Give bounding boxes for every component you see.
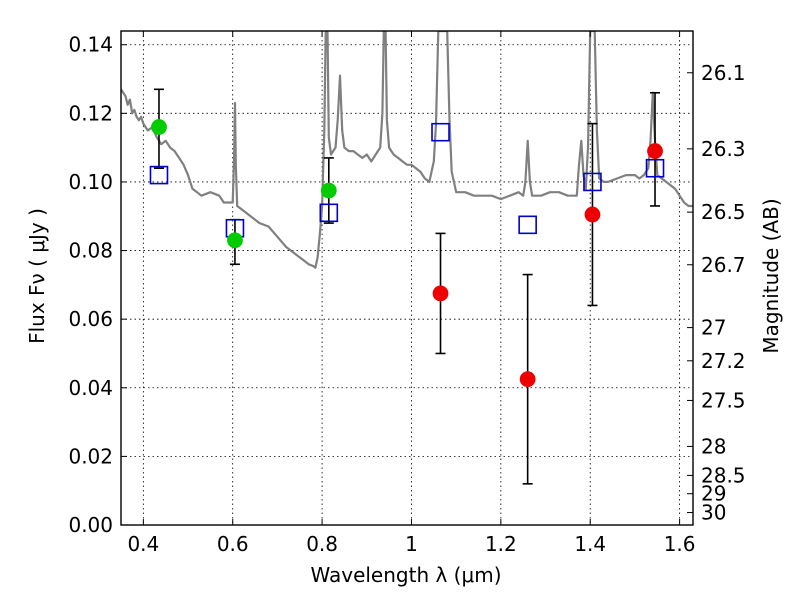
y-tick-label: 0.02: [68, 444, 113, 468]
axes-frame: [120, 30, 694, 526]
y-tick-label: 0.08: [68, 239, 113, 263]
x-tick-label: 1.4: [574, 532, 606, 556]
detection-point: [151, 119, 167, 135]
mag-tick-label: 26.1: [701, 61, 746, 85]
mag-tick-label: 27: [701, 316, 726, 340]
model-photometry-square: [583, 172, 602, 192]
error-bars: [153, 88, 661, 485]
mag-tick-label: 27.2: [701, 349, 746, 373]
mag-tick-label: 26.3: [701, 137, 746, 161]
mag-tick-label: 29: [701, 482, 726, 506]
detection-point: [320, 182, 337, 199]
model-photometry-square: [645, 158, 665, 178]
grid: [121, 31, 693, 526]
x-axis-label: Wavelength λ (μm): [310, 563, 501, 587]
mag-tick-label: 27.5: [701, 388, 746, 412]
model-spectrum-line: [121, 31, 693, 269]
x-tick-label: 0.6: [217, 532, 249, 556]
x-tick-label: 1.2: [485, 532, 517, 556]
model-photometry-square: [149, 165, 169, 185]
model-photometry-square: [518, 215, 537, 235]
low-significance-point: [432, 285, 449, 302]
low-significance-point: [584, 206, 601, 223]
y2-axis-label: Magnitude (AB): [759, 198, 783, 353]
mag-tick-label: 28.5: [701, 463, 746, 487]
detection-point: [227, 232, 243, 249]
mag-tick-label: 26.7: [701, 253, 746, 277]
plot-frame: [120, 30, 694, 526]
x-tick-label: 1: [405, 532, 418, 556]
model-photometry-square: [431, 122, 450, 142]
low-significance-point: [647, 143, 663, 159]
observed-photometry-points: [151, 119, 663, 388]
x-tick-label: 1.6: [664, 532, 696, 556]
y-axis-label: Flux Fν ( μJy ): [25, 208, 49, 344]
y-tick-label: 0.04: [68, 376, 113, 400]
model-spectrum: [121, 31, 693, 269]
mag-tick-label: 26.5: [701, 200, 746, 224]
y-tick-label: 0.00: [68, 513, 113, 537]
y-tick-label: 0.12: [68, 101, 113, 125]
x-tick-label: 0.8: [306, 532, 338, 556]
y-tick-label: 0.06: [68, 307, 113, 331]
low-significance-point: [519, 371, 536, 388]
model-photometry-square: [319, 203, 339, 223]
y-tick-label: 0.14: [68, 33, 113, 57]
mag-tick-label: 28: [701, 434, 726, 458]
model-photometry-squares: [149, 122, 665, 238]
mag-tick-label: 30: [701, 501, 726, 525]
y-tick-label: 0.10: [68, 170, 113, 194]
tick-labels: 0.4 0.6 0.8 1 1.2 1.4 1.6 0.00 0.02 0.04 0.06 0.08 0…: [68, 33, 745, 556]
x-tick-label: 0.4: [127, 532, 159, 556]
